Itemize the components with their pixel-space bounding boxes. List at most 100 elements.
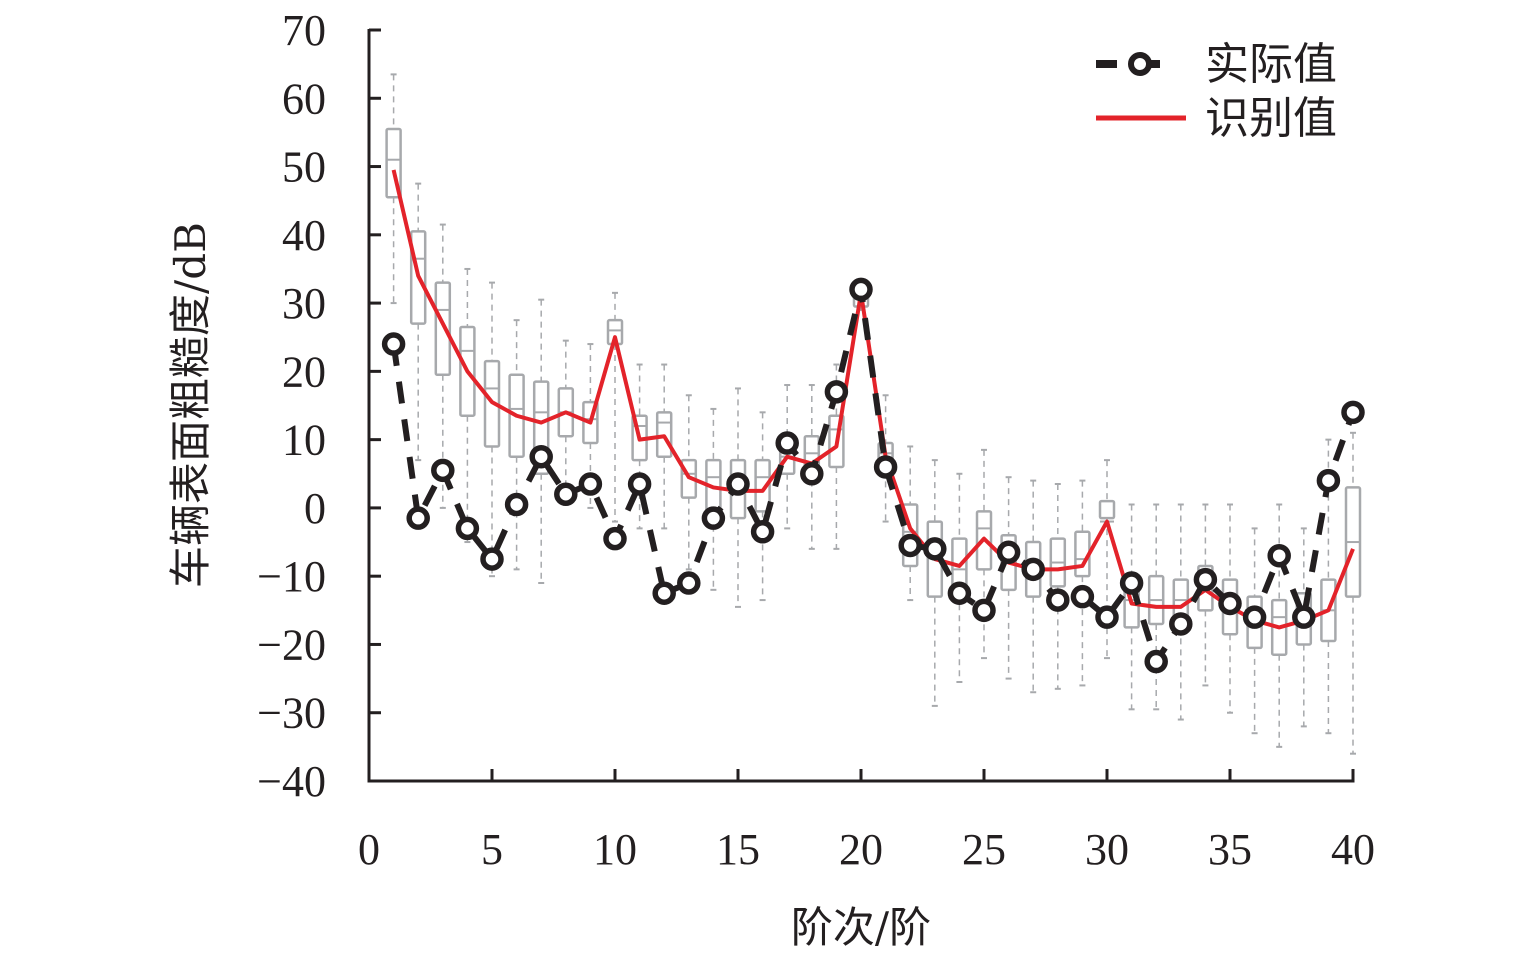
boxplot-item — [1172, 503, 1190, 721]
legend-actual-marker — [1128, 52, 1152, 76]
legend-label-identified: 识别值 — [1205, 93, 1337, 144]
boxplot-item — [680, 394, 698, 571]
series-actual-marker — [529, 444, 553, 469]
y-tick-label: −30 — [257, 689, 326, 738]
series-actual-marker — [652, 581, 676, 605]
y-tick-label: 40 — [282, 211, 326, 260]
boxplot-box — [1098, 499, 1116, 520]
boxplot-item — [606, 291, 624, 523]
series-actual-marker — [1095, 605, 1119, 629]
boxplot-box — [582, 400, 599, 445]
series-actual-marker — [1046, 588, 1070, 612]
boxplot-item — [1074, 479, 1091, 687]
boxplot-box — [434, 281, 452, 377]
series-actual-marker — [873, 455, 898, 479]
x-tick-label: 15 — [716, 825, 760, 874]
y-ticks: 70 60 50 40 30 20 10 0 −10 −20 −30 −40 — [257, 6, 381, 806]
x-tick-label: 20 — [839, 825, 883, 874]
boxplot-item — [1344, 431, 1362, 755]
y-tick-label: 30 — [282, 279, 326, 328]
series-actual-marker — [554, 482, 578, 507]
series-actual-marker — [1242, 605, 1267, 629]
legend: 实际值 识别值 — [1096, 39, 1337, 144]
y-tick-label: −20 — [257, 620, 326, 669]
series-actual-marker — [1292, 605, 1316, 629]
boxplot-group — [385, 73, 1362, 755]
x-tick-label: 40 — [1331, 825, 1375, 874]
series-actual-marker — [603, 526, 627, 551]
boxplot-item — [951, 472, 968, 684]
boxplot-item — [1320, 438, 1337, 735]
series-actual-marker — [677, 571, 701, 595]
boxplot-item — [385, 73, 402, 305]
boxplot-item — [729, 387, 747, 608]
boxplot-item — [434, 223, 452, 509]
boxplot-item — [508, 319, 525, 571]
series-actual-marker — [923, 537, 947, 561]
y-tick-label: −40 — [257, 757, 326, 806]
boxplot-item — [926, 459, 944, 707]
series-actual-marker — [1169, 612, 1193, 636]
boxplot-item — [1147, 503, 1165, 711]
series-actual-marker — [1193, 567, 1218, 592]
series-actual-marker — [381, 332, 406, 356]
boxplot-item — [1123, 503, 1140, 711]
series-actual-marker — [1021, 557, 1045, 582]
series-actual-line — [390, 286, 1356, 665]
series-actual-marker — [824, 380, 849, 404]
boxplot-item — [1049, 483, 1067, 690]
legend-item-identified: 识别值 — [1096, 93, 1337, 144]
boxplot-item — [1000, 476, 1017, 680]
series-actual-marker — [775, 431, 799, 455]
series-actual-marker — [726, 472, 750, 496]
series-actual-marker — [701, 506, 726, 530]
boxplot-item — [655, 363, 673, 530]
x-axis-title: 阶次/阶 — [791, 903, 931, 952]
boxplot-box — [655, 411, 673, 458]
boxplot-item — [557, 339, 575, 503]
series-actual-marker — [455, 516, 480, 541]
x-tick-label: 30 — [1085, 825, 1129, 874]
boxplot-item — [532, 298, 550, 585]
series-actual-marker — [1119, 571, 1144, 595]
series-actual-marker — [1267, 543, 1291, 568]
series-actual-marker — [996, 540, 1021, 565]
boxplot-item — [1024, 479, 1042, 694]
series-actual-marker — [504, 492, 529, 517]
boxplot-box — [532, 380, 550, 476]
series-actual-marker — [1341, 400, 1365, 425]
series-actual-marker — [431, 458, 455, 483]
boxplot-box — [754, 458, 771, 513]
boxplot-item — [1246, 527, 1263, 735]
boxplot-item — [705, 407, 722, 591]
series-actual-marker — [1218, 591, 1242, 616]
series-actual-marker — [750, 520, 775, 544]
series-actual-marker — [898, 533, 922, 558]
x-tick-label: 5 — [481, 825, 503, 874]
series-actual-marker — [480, 547, 504, 571]
series-actual-marker — [972, 598, 996, 623]
series-actual-marker — [1316, 468, 1341, 493]
series-actual-marker — [578, 472, 603, 496]
y-tick-label: −10 — [257, 552, 326, 601]
y-tick-label: 0 — [304, 484, 326, 533]
y-tick-label: 50 — [282, 143, 326, 192]
series-actual-marker — [1144, 649, 1168, 674]
x-tick-label: 35 — [1208, 825, 1252, 874]
y-tick-label: 70 — [282, 6, 326, 55]
boxplot-item — [459, 267, 476, 544]
series-actual-marker — [1070, 584, 1095, 609]
x-tick-label: 0 — [358, 825, 380, 874]
boxplot-box — [385, 127, 402, 199]
series-actual-marker — [849, 277, 873, 302]
y-tick-label: 20 — [282, 347, 326, 396]
boxplot-item — [409, 182, 427, 462]
boxplot-item — [483, 281, 501, 578]
y-tick-label: 60 — [282, 74, 326, 123]
boxplot-item — [975, 448, 993, 660]
series-actual-marker — [800, 462, 824, 486]
series-actual-marker — [947, 581, 972, 605]
legend-label-actual: 实际值 — [1205, 39, 1337, 90]
x-tick-label: 10 — [593, 825, 637, 874]
